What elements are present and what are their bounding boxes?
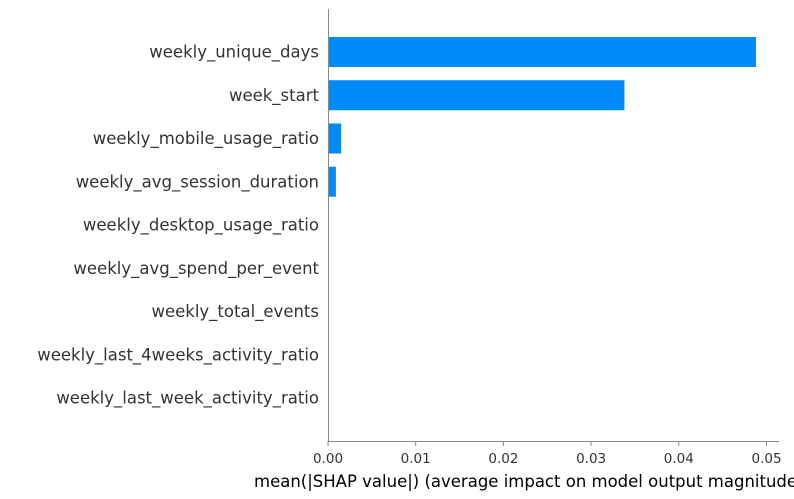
x-tick-label: 0.05 (751, 451, 781, 467)
x-tick-label: 0.02 (488, 451, 518, 467)
bar-weekly-mobile-usage-ratio (328, 123, 342, 154)
x-axis-title: mean(|SHAP value|) (average impact on mo… (254, 472, 794, 491)
feature-labels-group: weekly_unique_days week_start weekly_mobil… (37, 43, 319, 409)
x-ticks-group: 0.00 0.01 0.02 0.03 0.04 0.05 (313, 441, 782, 467)
bar-weekly-unique-days (328, 37, 756, 67)
x-tick-label: 0.00 (313, 451, 343, 467)
feature-label: weekly_avg_spend_per_event (73, 259, 319, 279)
x-tick-label: 0.04 (664, 451, 694, 467)
feature-label: weekly_last_week_activity_ratio (56, 389, 319, 409)
feature-label: weekly_desktop_usage_ratio (83, 216, 319, 236)
x-tick-label: 0.03 (576, 451, 606, 467)
feature-label: weekly_last_4weeks_activity_ratio (37, 345, 319, 365)
feature-label: week_start (229, 86, 320, 106)
feature-label: weekly_mobile_usage_ratio (93, 129, 319, 149)
x-tick-label: 0.01 (401, 451, 431, 467)
bars-group (328, 37, 756, 197)
feature-label: weekly_avg_session_duration (76, 172, 319, 192)
bar-weekly-avg-session-duration (328, 166, 336, 197)
feature-label: weekly_unique_days (149, 43, 319, 63)
feature-label: weekly_total_events (151, 302, 319, 322)
bar-week-start (328, 80, 625, 111)
